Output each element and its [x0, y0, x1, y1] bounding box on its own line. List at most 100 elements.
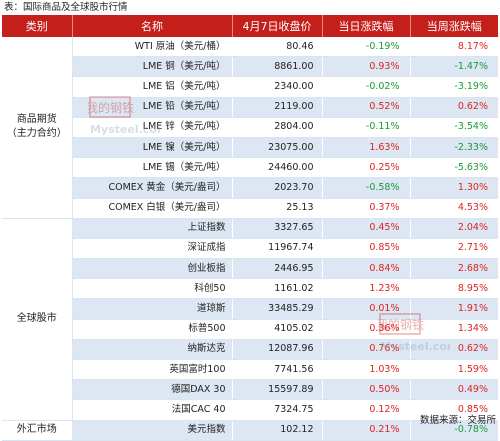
weekly-change: 8.95% [410, 278, 498, 300]
header-category: 类别 [2, 15, 73, 37]
daily-change: 0.37% [322, 198, 411, 219]
table-caption: 表：国际商品及全球股市行情 [4, 2, 128, 13]
close-price: 25.13 [232, 198, 323, 219]
weekly-change: 0.62% [410, 339, 498, 361]
close-price: 2340.00 [232, 76, 323, 98]
close-price: 2804.00 [232, 117, 323, 138]
category-cell: 全球股市 [2, 218, 73, 421]
instrument-name: 创业板指 [72, 258, 233, 280]
header-close-price: 4月7日收盘价 [232, 15, 323, 37]
table-row: 英国富时100 7741.56 1.03% 1.59% [2, 359, 498, 381]
header-daily-change: 当日涨跌幅 [322, 15, 411, 37]
weekly-change: 1.34% [410, 319, 498, 340]
close-price: 1161.02 [232, 278, 323, 300]
close-price: 2119.00 [232, 97, 323, 118]
close-price: 2446.95 [232, 258, 323, 280]
daily-change: 0.01% [322, 298, 411, 320]
table-row: LME 锌（美元/吨） 2804.00 -0.11% -3.54% [2, 117, 498, 138]
daily-change: -0.02% [322, 76, 411, 98]
category-sublabel: （主力合约） [6, 128, 67, 140]
table-row: LME 锡（美元/吨） 24460.00 0.25% -5.63% [2, 157, 498, 179]
weekly-change: 0.85% [410, 399, 498, 421]
data-source-note: 数据来源：交易所 [419, 415, 496, 426]
header-name: 名称 [72, 15, 233, 37]
weekly-change: -1.47% [410, 56, 498, 78]
instrument-name: 上证指数 [72, 218, 233, 239]
weekly-change: 0.62% [410, 97, 498, 118]
close-price: 8861.00 [232, 56, 323, 78]
close-price: 11967.74 [232, 238, 323, 260]
instrument-name: 德国DAX 30 [72, 379, 233, 401]
instrument-name: 科创50 [72, 278, 233, 300]
daily-change: 0.85% [322, 238, 411, 260]
instrument-name: LME 铝（美元/吨） [72, 76, 233, 98]
close-price: 2023.70 [232, 177, 323, 199]
instrument-name: LME 铅（美元/吨） [72, 97, 233, 118]
instrument-name: 标普500 [72, 319, 233, 340]
weekly-change: -5.63% [410, 157, 498, 179]
category-label: 全球股市 [16, 313, 57, 325]
instrument-name: COMEX 黄金（美元/盎司） [72, 177, 233, 199]
daily-change: 0.93% [322, 56, 411, 78]
weekly-change: 1.59% [410, 359, 498, 381]
weekly-change: 2.71% [410, 238, 498, 260]
daily-change: 1.23% [322, 278, 411, 300]
instrument-name: COMEX 白银（美元/盎司） [72, 198, 233, 219]
instrument-name: 道琼斯 [72, 298, 233, 320]
weekly-change: -3.19% [410, 76, 498, 98]
table-row: 德国DAX 30 15597.89 0.50% 0.49% [2, 379, 498, 401]
table-row: 深证成指 11967.74 0.85% 2.71% [2, 238, 498, 260]
instrument-name: 纳斯达克 [72, 339, 233, 361]
category-cell: 外汇市场 [2, 420, 73, 441]
weekly-change: -3.54% [410, 117, 498, 138]
table-row: COMEX 白银（美元/盎司） 25.13 0.37% 4.53% [2, 198, 498, 219]
header-weekly-change: 当周涨跌幅 [410, 15, 498, 37]
close-price: 7741.56 [232, 359, 323, 381]
close-price: 3327.65 [232, 218, 323, 239]
daily-change: -0.11% [322, 117, 411, 138]
header-row: 类别 名称 4月7日收盘价 当日涨跌幅 当周涨跌幅 [2, 15, 498, 37]
daily-change: 1.63% [322, 137, 411, 159]
daily-change: 0.21% [322, 420, 411, 441]
close-price: 33485.29 [232, 298, 323, 320]
daily-change: 0.45% [322, 218, 411, 239]
weekly-change: 2.04% [410, 218, 498, 239]
instrument-name: LME 锌（美元/吨） [72, 117, 233, 138]
close-price: 102.12 [232, 420, 323, 441]
instrument-name: WTI 原油（美元/桶） [72, 37, 233, 58]
table-row: 商品期货 （主力合约） WTI 原油（美元/桶） 80.46 -0.19% 8.17% [2, 37, 498, 219]
daily-change: 0.25% [322, 157, 411, 179]
daily-change: 0.76% [322, 339, 411, 361]
table-row: 标普500 4105.02 0.36% 1.34% [2, 319, 498, 340]
weekly-change: 4.53% [410, 198, 498, 219]
instrument-name: 英国富时100 [72, 359, 233, 381]
instrument-name: 美元指数 [72, 420, 233, 441]
table-row: 法国CAC 40 7324.75 0.12% 0.85% [2, 399, 498, 421]
daily-change: 1.03% [322, 359, 411, 381]
instrument-name: LME 铜（美元/吨） [72, 56, 233, 78]
table-row: LME 铅（美元/吨） 2119.00 0.52% 0.62% [2, 97, 498, 118]
daily-change: 0.36% [322, 319, 411, 340]
table-row: COMEX 黄金（美元/盎司） 2023.70 -0.58% 1.30% [2, 177, 498, 199]
weekly-change: 8.17% [410, 37, 498, 58]
close-price: 15597.89 [232, 379, 323, 401]
daily-change: 0.50% [322, 379, 411, 401]
close-price: 12087.96 [232, 339, 323, 361]
close-price: 7324.75 [232, 399, 323, 421]
weekly-change: 1.91% [410, 298, 498, 320]
daily-change: 0.12% [322, 399, 411, 421]
table-row: LME 镍（美元/吨） 23075.00 1.63% -2.33% [2, 137, 498, 159]
weekly-change: 2.68% [410, 258, 498, 280]
daily-change: -0.19% [322, 37, 411, 58]
instrument-name: 法国CAC 40 [72, 399, 233, 421]
category-label: 商品期货 [16, 114, 57, 126]
daily-change: -0.58% [322, 177, 411, 199]
table-row: LME 铝（美元/吨） 2340.00 -0.02% -3.19% [2, 76, 498, 98]
close-price: 24460.00 [232, 157, 323, 179]
table-row: 创业板指 2446.95 0.84% 2.68% [2, 258, 498, 280]
weekly-change: 0.49% [410, 379, 498, 401]
table-row: LME 铜（美元/吨） 8861.00 0.93% -1.47% [2, 56, 498, 78]
close-price: 4105.02 [232, 319, 323, 340]
table-row: 纳斯达克 12087.96 0.76% 0.62% [2, 339, 498, 361]
instrument-name: 深证成指 [72, 238, 233, 260]
